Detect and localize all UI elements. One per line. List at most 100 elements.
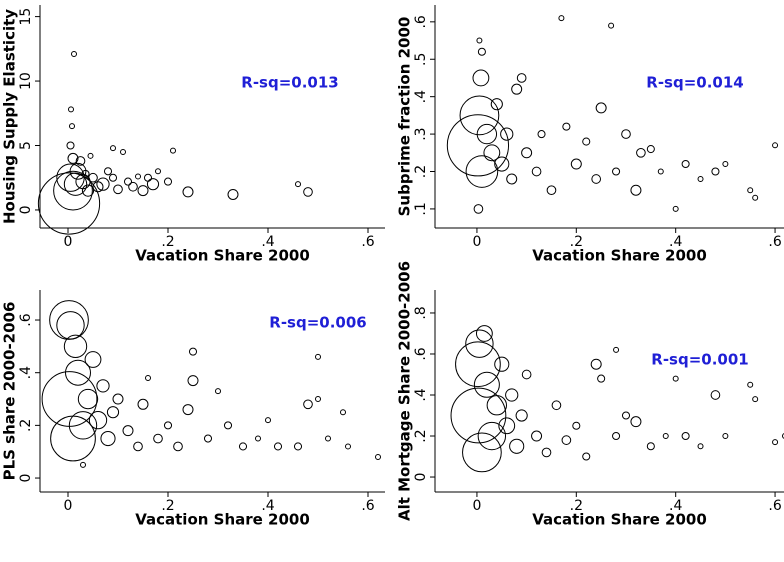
x-tick-label: .6: [768, 498, 781, 514]
y-tick-label: .4: [413, 90, 429, 103]
bubble: [112, 393, 124, 405]
bubble: [500, 127, 514, 141]
bubble: [546, 185, 557, 196]
bubble: [103, 167, 113, 176]
bubble: [551, 400, 562, 411]
x-axis-label: Vacation Share 2000: [532, 511, 707, 529]
bubble: [69, 123, 75, 130]
bubble: [752, 396, 759, 403]
bubble: [146, 178, 160, 191]
bubble: [531, 430, 543, 442]
bubble: [521, 369, 532, 380]
bubble: [630, 184, 642, 196]
y-tick-label: .6: [413, 347, 429, 360]
bubble: [375, 453, 381, 460]
bubble: [163, 177, 173, 186]
x-axis-label: Vacation Share 2000: [135, 511, 310, 529]
bubble: [182, 186, 194, 198]
y-axis-label: PLS share 2000-2006: [1, 302, 19, 481]
bubble: [143, 173, 153, 182]
y-tick-label: 5: [18, 141, 34, 150]
y-tick-label: .8: [413, 306, 429, 319]
bubble: [49, 300, 89, 340]
bubble: [646, 442, 655, 451]
x-tick-label: .4: [669, 498, 682, 514]
bubble: [110, 145, 116, 152]
bubble: [122, 425, 134, 437]
bubble: [187, 375, 199, 387]
bubble: [747, 381, 754, 388]
y-tick-label: 0: [18, 205, 34, 214]
annotation: R-sq=0.014: [646, 74, 743, 92]
x-tick-label: .6: [361, 234, 374, 250]
bubble: [477, 47, 486, 56]
bubble: [570, 158, 582, 170]
bubble: [511, 83, 523, 95]
bubble: [672, 205, 679, 212]
bubble: [50, 415, 96, 462]
bubble: [303, 187, 313, 197]
bubble: [135, 173, 141, 180]
bubble: [153, 433, 163, 444]
bubble: [68, 411, 98, 440]
y-tick-label: 10: [18, 72, 34, 90]
y-tick-label: .6: [18, 313, 34, 326]
bubble: [621, 411, 631, 420]
bubble: [672, 375, 679, 382]
annotation: R-sq=0.013: [241, 74, 338, 92]
x-tick-label: .2: [161, 498, 174, 514]
bubble: [340, 409, 346, 416]
y-tick-label: .2: [413, 429, 429, 442]
bubble: [486, 395, 507, 416]
x-tick-label: 0: [64, 498, 73, 514]
bubble: [106, 406, 120, 419]
y-tick-label: 15: [18, 8, 34, 26]
y-tick-label: .1: [413, 202, 429, 215]
bubble: [465, 329, 494, 358]
bubble: [68, 106, 74, 113]
bubble: [446, 114, 510, 177]
x-tick-label: .6: [768, 234, 781, 250]
bubble: [96, 177, 110, 191]
y-tick-label: .4: [18, 366, 34, 379]
x-tick-label: .4: [261, 498, 274, 514]
bubble: [516, 73, 527, 83]
x-tick-label: .6: [361, 498, 374, 514]
x-tick-label: .2: [570, 498, 583, 514]
bubble: [88, 410, 108, 430]
bubble: [537, 130, 546, 139]
bubble: [215, 388, 221, 395]
bubble: [612, 167, 621, 176]
bubble: [100, 430, 116, 447]
bubble: [203, 434, 213, 443]
bubble: [477, 421, 507, 451]
y-tick-label: .2: [413, 165, 429, 178]
x-tick-label: .2: [570, 234, 583, 250]
y-tick-label: .4: [413, 388, 429, 401]
bubble: [722, 433, 729, 440]
bubble: [75, 156, 86, 166]
y-tick-label: 0: [413, 473, 429, 482]
bubble: [711, 167, 720, 176]
bubble: [450, 387, 507, 444]
y-axis-label: Housing Supply Elasticity: [1, 9, 19, 224]
bubble: [515, 409, 528, 422]
x-tick-label: .4: [669, 234, 682, 250]
bubble: [772, 439, 779, 446]
bubble: [81, 169, 90, 178]
y-tick-label: .3: [413, 127, 429, 140]
bubble: [572, 421, 581, 430]
bubble: [137, 398, 149, 410]
y-axis-label: Subprime fraction 2000: [396, 17, 414, 217]
bubble: [612, 431, 621, 441]
bubble: [56, 311, 85, 340]
x-axis-label: Vacation Share 2000: [135, 247, 310, 265]
bubble: [170, 147, 176, 154]
bubble: [182, 404, 194, 416]
bubble: [531, 166, 542, 177]
bubble: [80, 461, 86, 468]
bubble: [455, 341, 501, 388]
bubble: [558, 15, 565, 22]
bubble: [595, 102, 607, 114]
